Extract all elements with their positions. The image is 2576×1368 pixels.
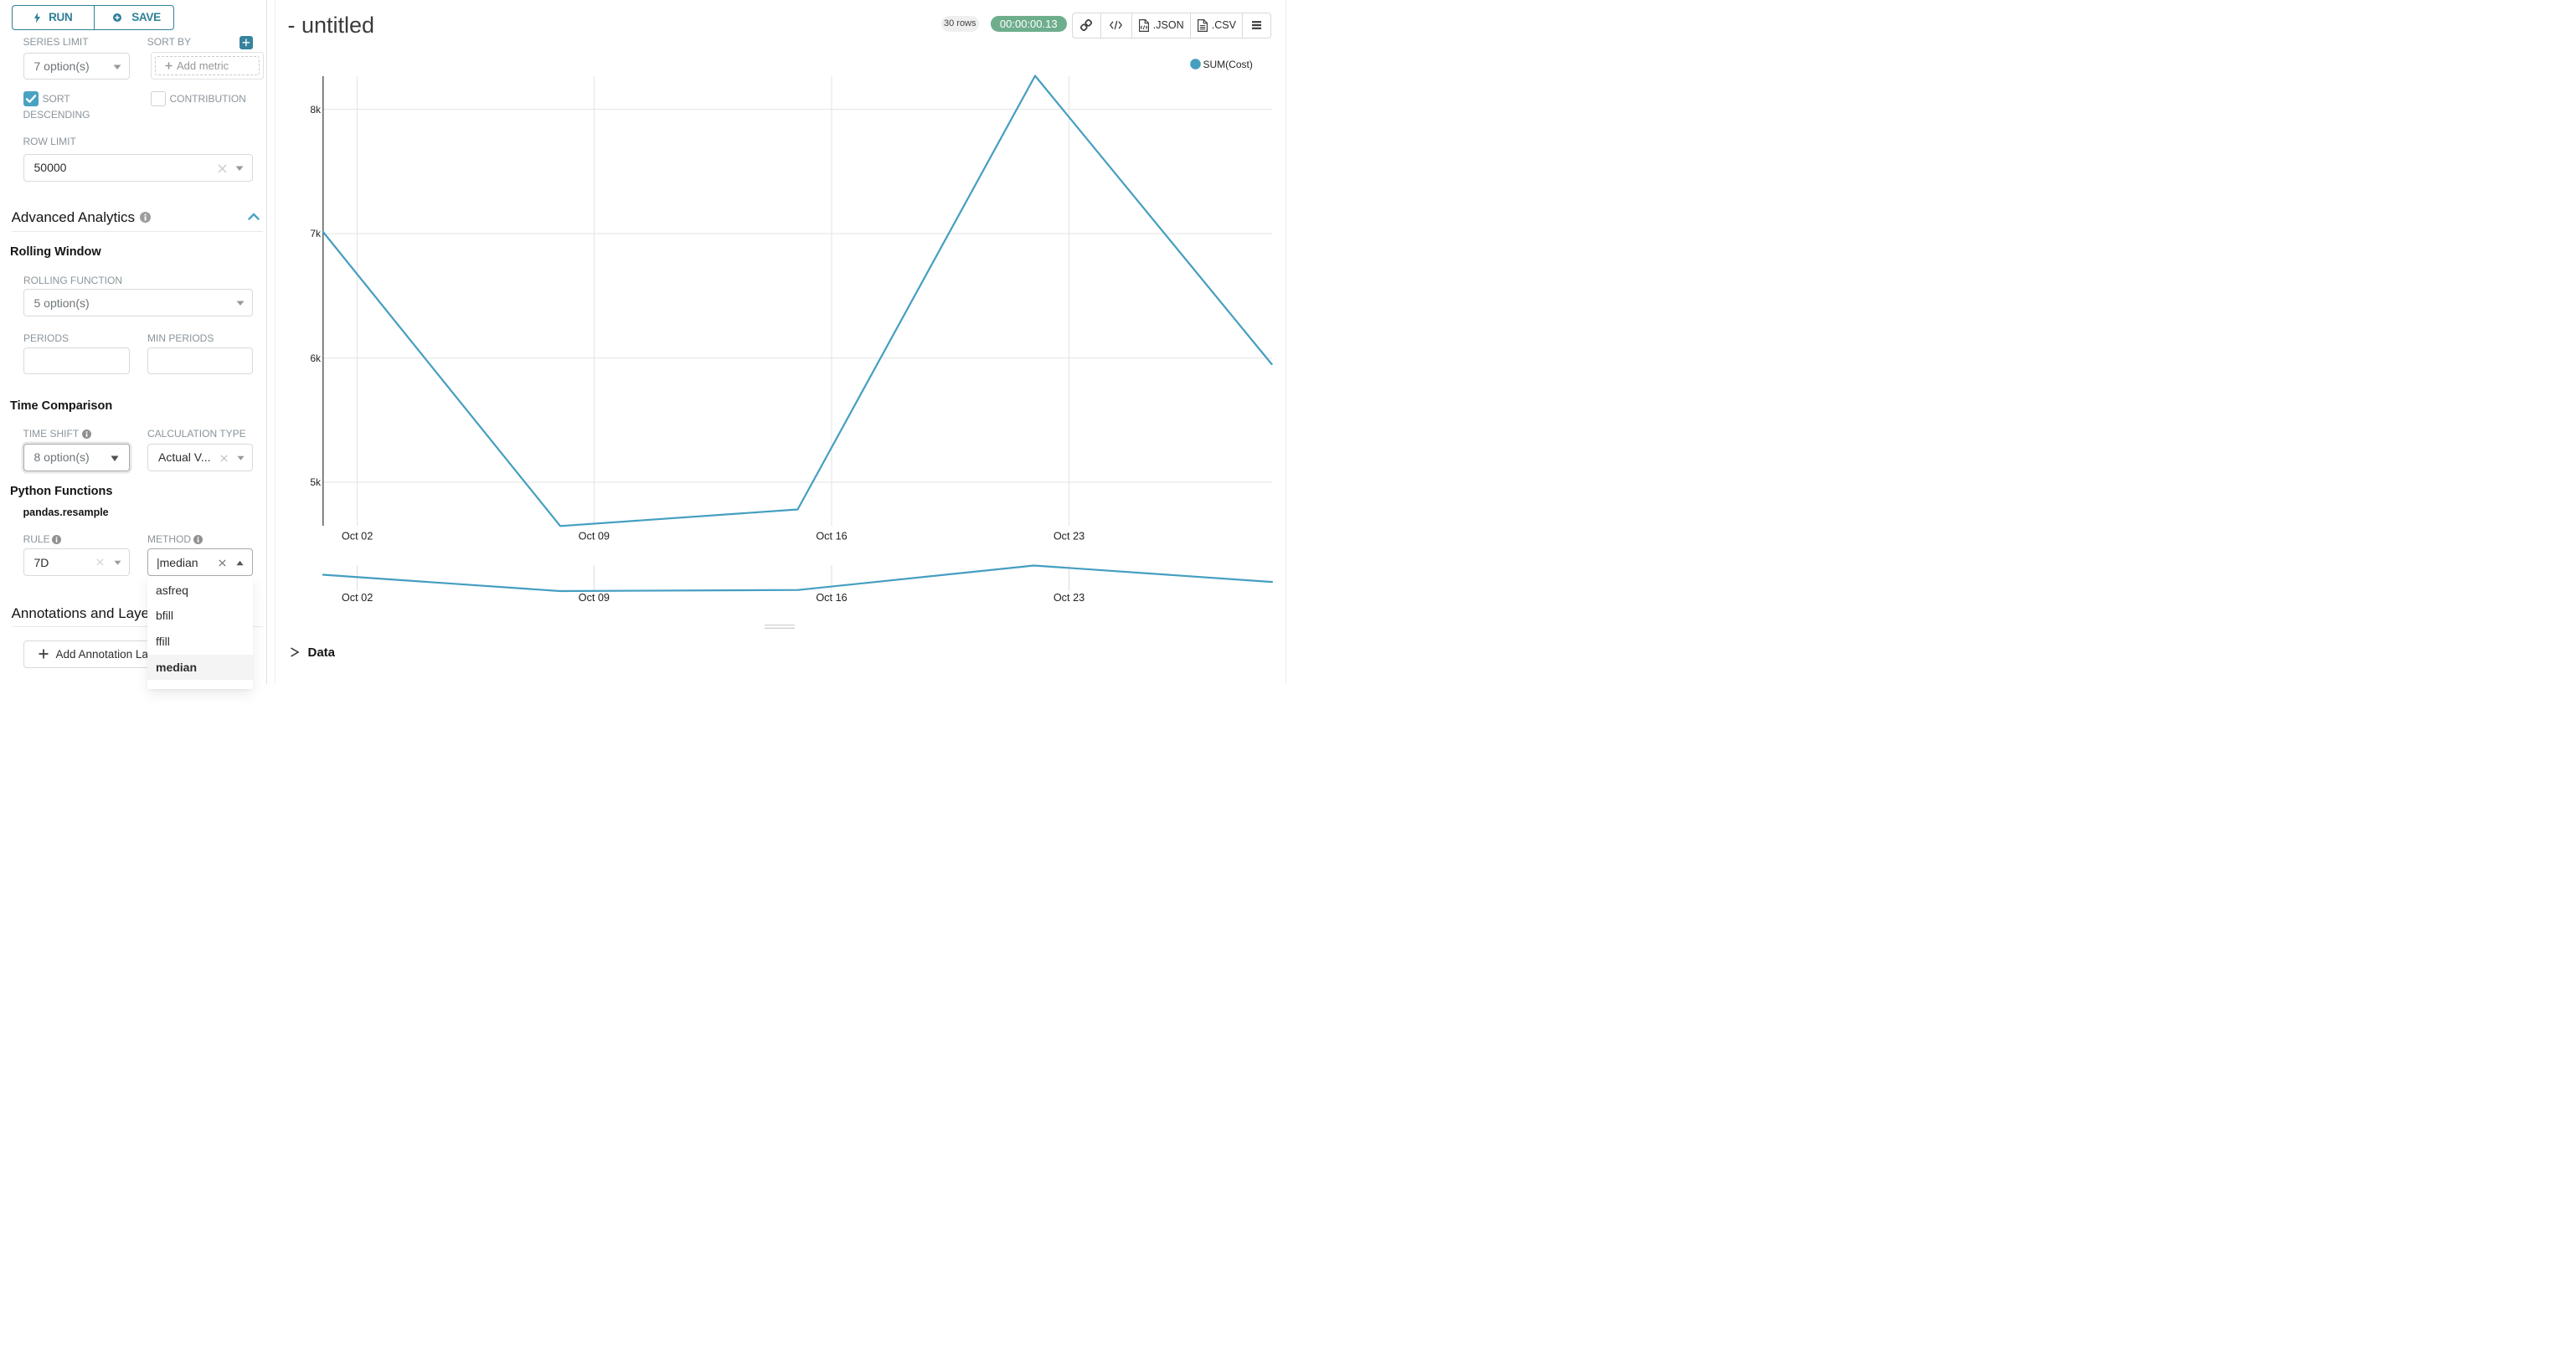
svg-text:Oct 16: Oct 16 <box>816 592 847 604</box>
svg-text:6k: 6k <box>310 352 322 364</box>
svg-text:Oct 09: Oct 09 <box>579 531 610 543</box>
svg-text:8k: 8k <box>310 104 322 116</box>
svg-text:Oct 02: Oct 02 <box>342 531 373 543</box>
svg-text:Oct 23: Oct 23 <box>1054 531 1084 543</box>
svg-text:5k: 5k <box>310 476 322 488</box>
svg-text:7k: 7k <box>310 228 322 239</box>
svg-text:Oct 23: Oct 23 <box>1054 592 1084 604</box>
svg-text:Oct 16: Oct 16 <box>816 531 847 543</box>
svg-text:Oct 09: Oct 09 <box>579 592 610 604</box>
svg-text:Oct 02: Oct 02 <box>342 592 373 604</box>
